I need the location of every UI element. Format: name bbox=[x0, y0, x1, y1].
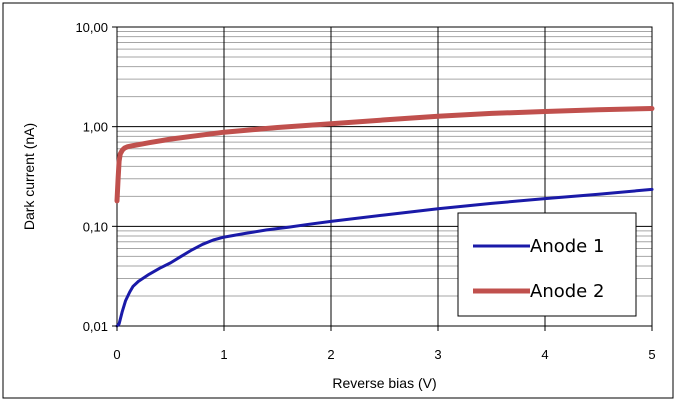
series-line-anode-2 bbox=[114, 106, 655, 204]
x-axis-ticks: 0 1 2 3 4 5 bbox=[113, 326, 656, 362]
y-axis-title: Dark current (nA) bbox=[21, 123, 37, 230]
legend-label-anode-2: Anode 2 bbox=[530, 281, 604, 302]
x-tick-label: 2 bbox=[327, 347, 334, 362]
y-axis-ticks: 0,01 0,10 1,00 10,00 bbox=[75, 20, 117, 334]
y-tick-label: 10,00 bbox=[75, 20, 108, 35]
series-line-anode-1 bbox=[115, 187, 654, 328]
y-tick-label: 0,01 bbox=[83, 319, 108, 334]
x-tick-label: 1 bbox=[220, 347, 227, 362]
legend: Anode 1 Anode 2 bbox=[457, 212, 637, 317]
x-tick-label: 4 bbox=[541, 347, 548, 362]
x-tick-label: 0 bbox=[113, 347, 120, 362]
y-tick-label: 0,10 bbox=[83, 219, 108, 234]
x-tick-label: 5 bbox=[648, 347, 655, 362]
series-layer bbox=[114, 106, 655, 328]
x-tick-label: 3 bbox=[434, 347, 441, 362]
legend-box bbox=[457, 212, 637, 317]
x-axis-title: Reverse bias (V) bbox=[332, 375, 436, 391]
legend-label-anode-1: Anode 1 bbox=[530, 236, 604, 257]
y-tick-label: 1,00 bbox=[83, 120, 108, 135]
